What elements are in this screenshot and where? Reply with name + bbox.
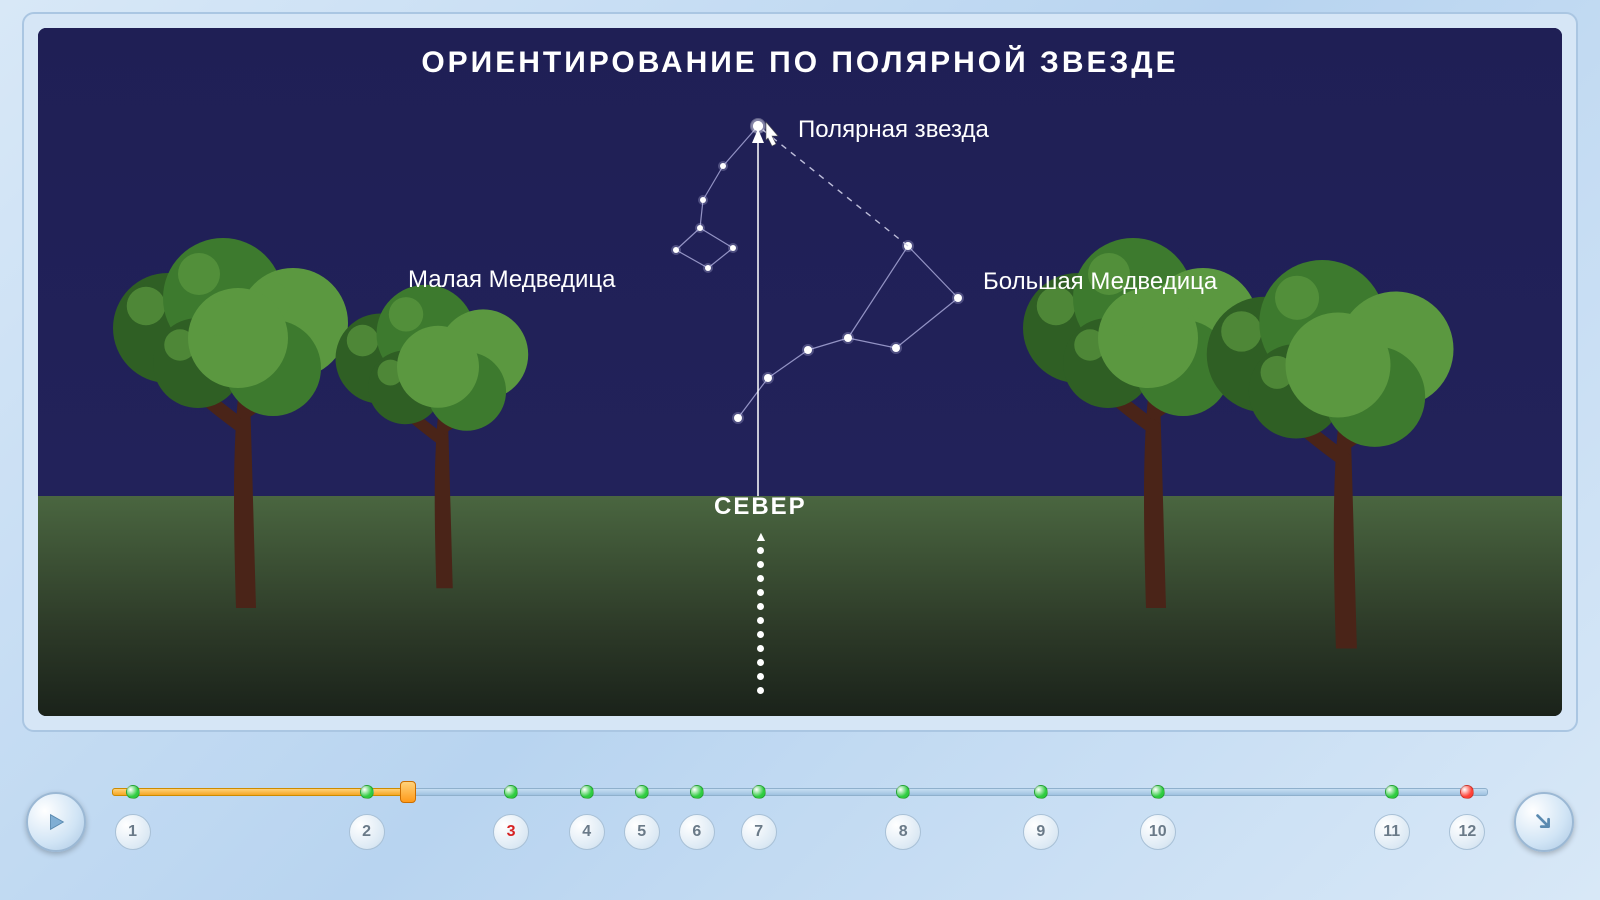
scene-frame: ОРИЕНТИРОВАНИЕ ПО ПОЛЯРНОЙ ЗВЕЗДЕ Полярн… <box>22 12 1578 732</box>
play-button[interactable] <box>26 792 86 852</box>
timeline-marker[interactable] <box>635 785 649 799</box>
timeline-marker[interactable] <box>580 785 594 799</box>
arrow-down-right-icon <box>1533 811 1555 833</box>
timeline-marker[interactable] <box>1151 785 1165 799</box>
timeline-marker[interactable] <box>126 785 140 799</box>
page-badge-4[interactable]: 4 <box>569 814 605 850</box>
tree-icon <box>336 285 529 588</box>
page-badge-11[interactable]: 11 <box>1374 814 1410 850</box>
timeline-marker[interactable] <box>1385 785 1399 799</box>
tree-icon <box>113 238 348 608</box>
page-badge-2[interactable]: 2 <box>349 814 385 850</box>
label-north: СЕВЕР <box>714 493 807 521</box>
timeline-marker[interactable] <box>896 785 910 799</box>
next-segment-button[interactable] <box>1514 792 1574 852</box>
scene: ОРИЕНТИРОВАНИЕ ПО ПОЛЯРНОЙ ЗВЕЗДЕ Полярн… <box>38 28 1562 716</box>
page-badge-10[interactable]: 10 <box>1140 814 1176 850</box>
timeline-marker[interactable] <box>690 785 704 799</box>
page-badge-1[interactable]: 1 <box>115 814 151 850</box>
page-badges: 123456789101112 <box>112 814 1488 854</box>
timeline-marker[interactable] <box>504 785 518 799</box>
label-ursa-major: Большая Медведица <box>983 268 1217 296</box>
page-badge-7[interactable]: 7 <box>741 814 777 850</box>
label-ursa-minor: Малая Медведица <box>408 266 616 294</box>
timeline-marker[interactable] <box>1460 785 1474 799</box>
timeline-handle[interactable] <box>400 781 416 803</box>
timeline-marker[interactable] <box>1034 785 1048 799</box>
timeline-marker[interactable] <box>752 785 766 799</box>
north-direction-arrow: ▲ <box>754 528 768 701</box>
timeline-marker[interactable] <box>360 785 374 799</box>
page-badge-6[interactable]: 6 <box>679 814 715 850</box>
label-polaris: Полярная звезда <box>798 116 989 144</box>
timeline-track[interactable] <box>112 778 1488 802</box>
play-icon <box>45 811 67 833</box>
page-badge-3[interactable]: 3 <box>493 814 529 850</box>
navigation-bar: 123456789101112 <box>22 770 1578 880</box>
page-badge-8[interactable]: 8 <box>885 814 921 850</box>
page-badge-12[interactable]: 12 <box>1449 814 1485 850</box>
page-badge-9[interactable]: 9 <box>1023 814 1059 850</box>
tree-icon <box>1207 260 1454 649</box>
page-badge-5[interactable]: 5 <box>624 814 660 850</box>
